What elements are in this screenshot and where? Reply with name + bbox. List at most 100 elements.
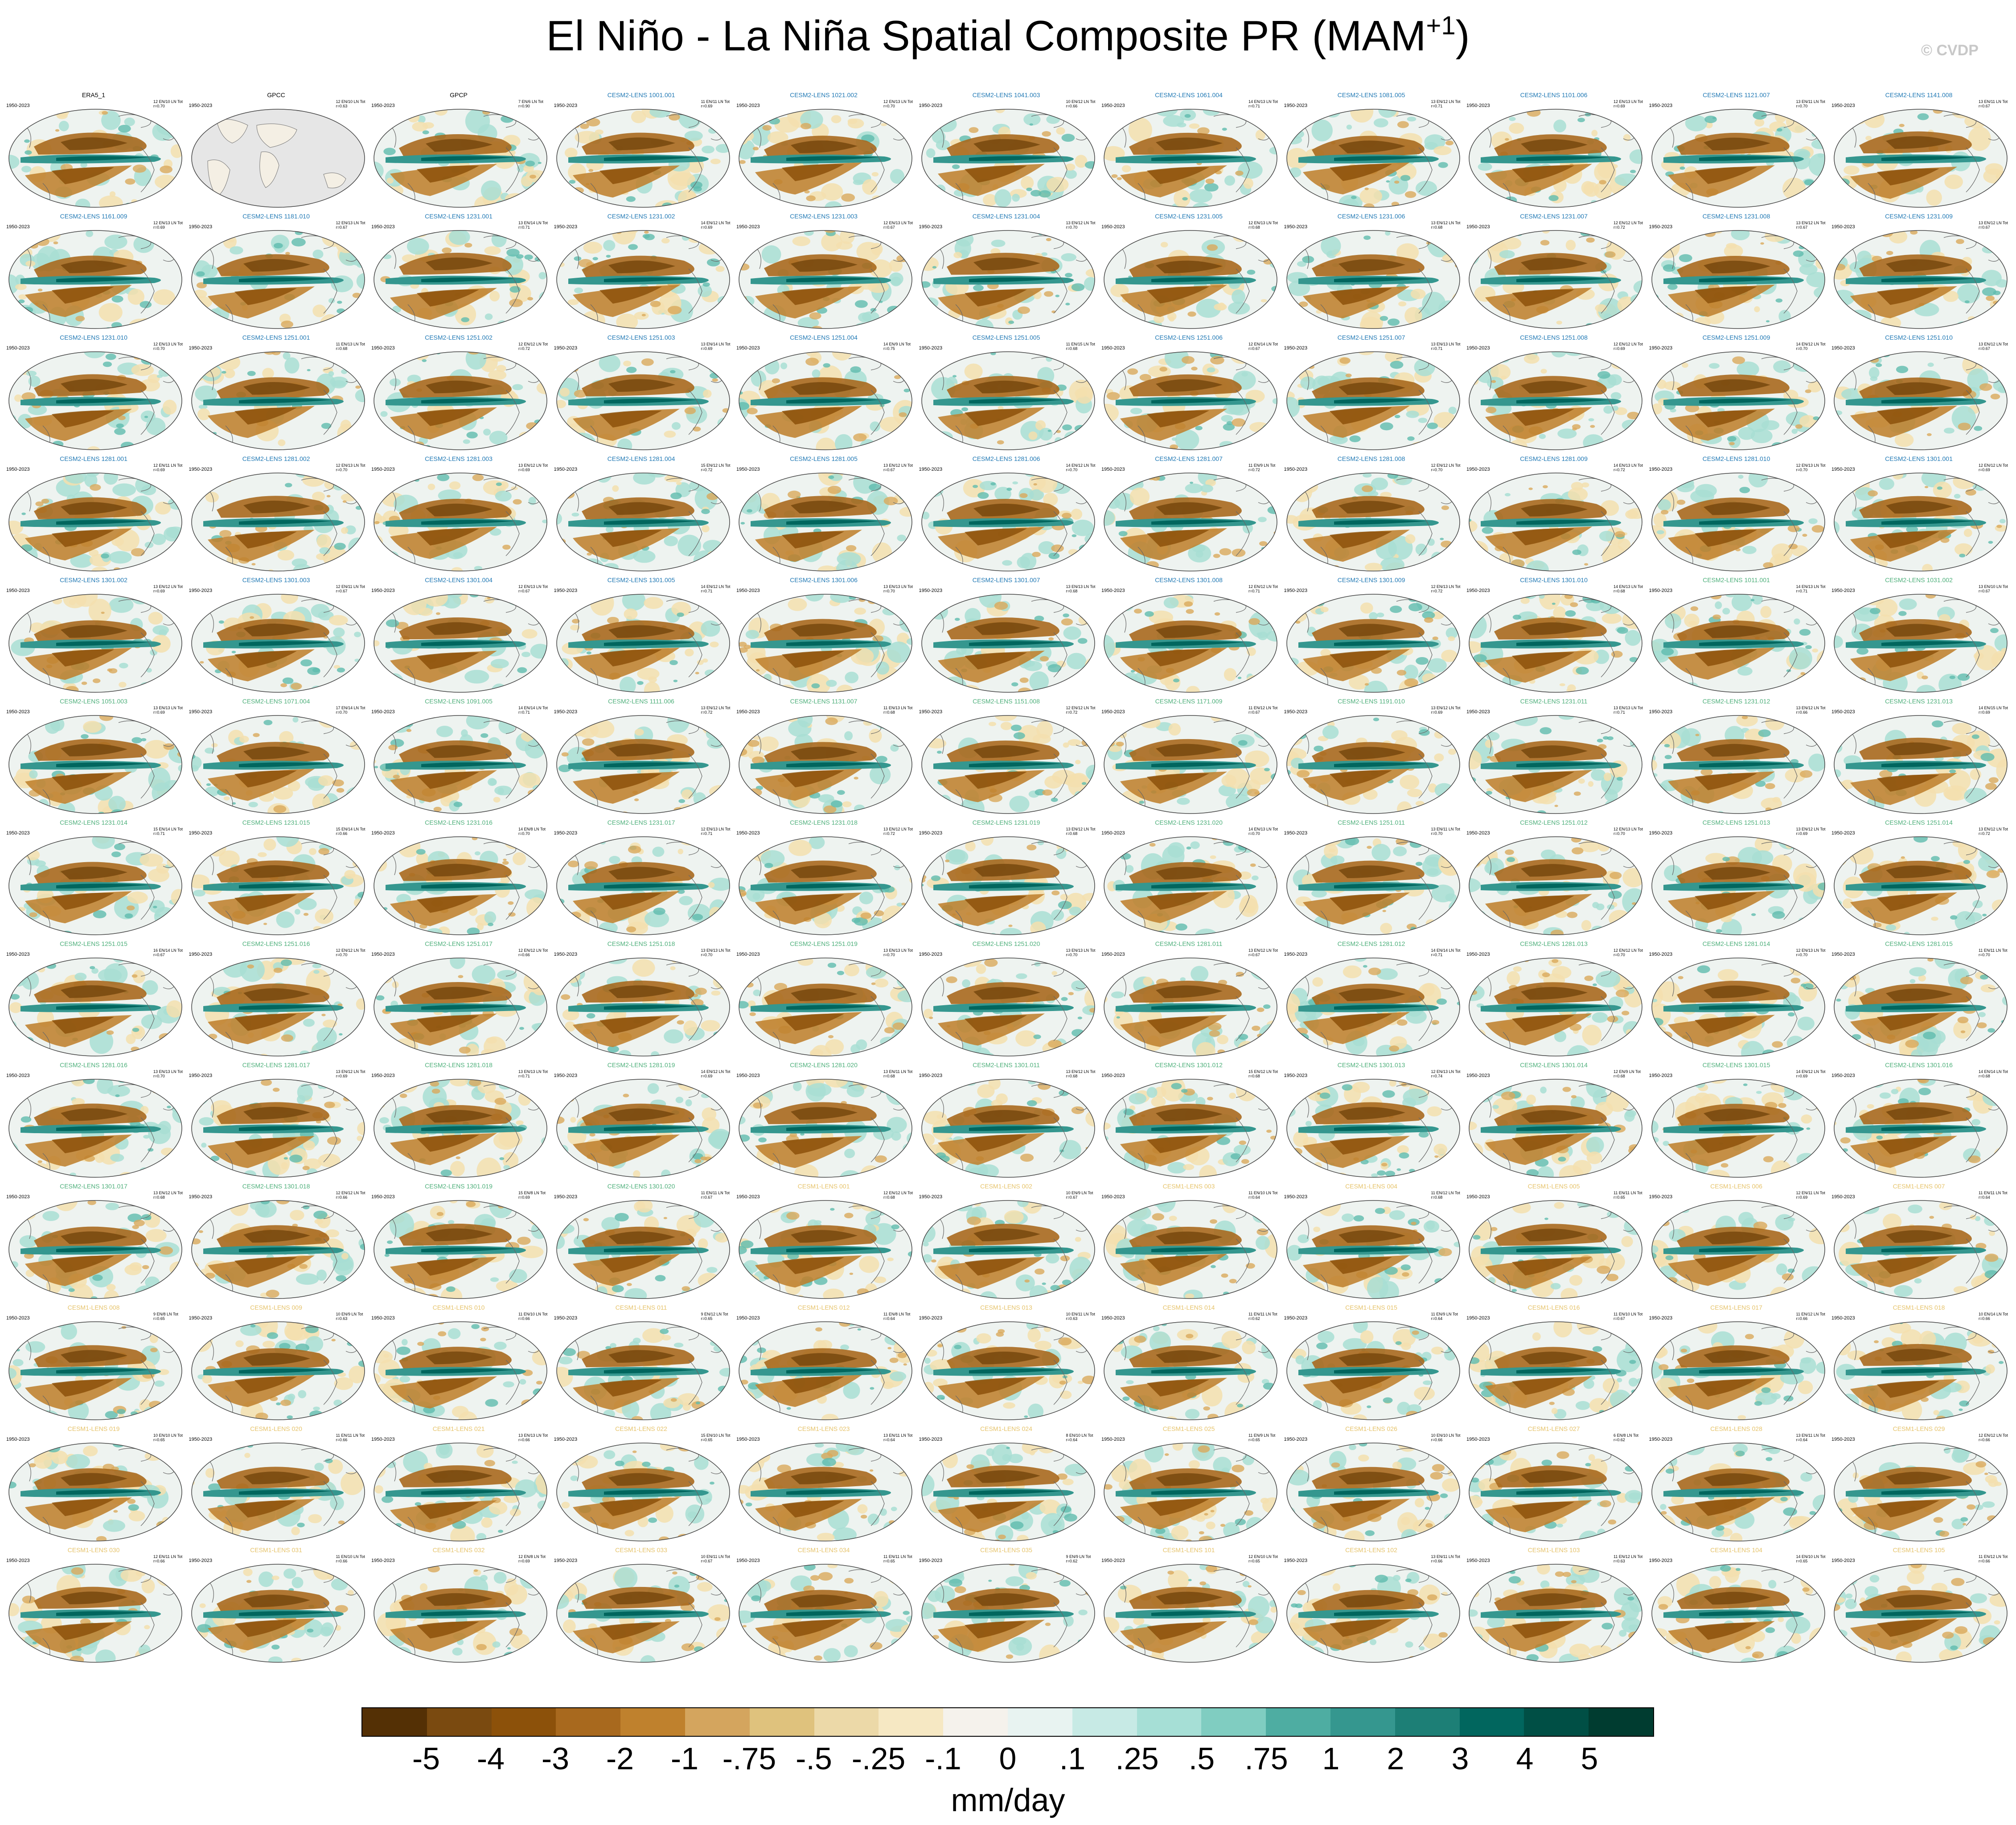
panel-correlation: r=0.67 [883, 225, 895, 230]
panel-title: CESM2-LENS 1301.006 [790, 576, 858, 584]
map-panel: CESM2-LENS 1281.020 1950-2023 13 EN/11 LN … [733, 1061, 915, 1182]
panel-count-text: 13 EN/12 LN Tot [1431, 221, 1461, 225]
panel-count-text: 13 EN/12 LN Tot [1066, 827, 1096, 831]
panel-title: CESM1-LENS 027 [1527, 1425, 1580, 1432]
map-panel: CESM1-LENS 003 1950-2023 11 EN/10 LN Tot r=… [1098, 1183, 1280, 1303]
panel-count-text: 13 EN/11 LN Tot [1431, 827, 1460, 831]
panel-event-count: 12 EN/12 LN Tot r=0.70 [336, 948, 365, 958]
panel-event-count: 13 EN/13 LN Tot r=0.66 [518, 1433, 548, 1443]
panel-title: CESM1-LENS 008 [67, 1304, 120, 1311]
map-panel: CESM1-LENS 029 1950-2023 12 EN/12 LN Tot r=… [1828, 1425, 2010, 1545]
panel-count-text: 12 EN/10 LN Tot [1248, 1554, 1278, 1559]
panel-year-range: 1950-2023 [189, 1558, 213, 1563]
panel-correlation: r=0.71 [153, 831, 165, 836]
anomaly-map [191, 1079, 365, 1178]
anomaly-map [1469, 473, 1642, 571]
panel-year-range: 1950-2023 [1101, 1073, 1125, 1078]
panel-year-range: 1950-2023 [919, 588, 943, 593]
map-panel: CESM2-LENS 1131.007 1950-2023 11 EN/13 LN … [733, 698, 915, 818]
panel-event-count: 16 EN/14 LN Tot r=0.67 [153, 948, 183, 958]
anomaly-map [1286, 351, 1460, 450]
panel-correlation: r=0.70 [883, 953, 895, 958]
panel-count-text: 13 EN/12 LN Tot [1796, 706, 1826, 710]
map-panel: CESM1-LENS 022 1950-2023 15 EN/10 LN Tot r=… [550, 1425, 732, 1545]
map-panel: CESM1-LENS 027 1950-2023 6 EN/8 LN Tot r=0.… [1463, 1425, 1645, 1545]
panel-count-text: 9 EN/8 LN Tot [153, 1312, 178, 1316]
panel-correlation: r=0.71 [701, 589, 713, 594]
map-panel: CESM2-LENS 1251.013 1950-2023 13 EN/12 LN … [1646, 819, 1827, 939]
panel-correlation: r=0.72 [701, 710, 713, 715]
anomaly-map [8, 836, 182, 935]
map-panel: CESM1-LENS 013 1950-2023 10 EN/11 LN Tot r=… [916, 1304, 1097, 1424]
panel-correlation: r=0.70 [1796, 953, 1808, 958]
anomaly-map [1651, 1564, 1825, 1663]
panel-event-count: 13 EN/13 LN Tot r=0.70 [701, 948, 731, 958]
panel-title: CESM2-LENS 1301.012 [1155, 1061, 1223, 1069]
anomaly-map [1286, 1321, 1460, 1420]
panel-year-range: 1950-2023 [1649, 1315, 1673, 1321]
panel-count-text: 13 EN/13 LN Tot [1614, 706, 1643, 710]
panel-year-range: 1950-2023 [6, 1194, 30, 1200]
anomaly-map [1286, 1079, 1460, 1178]
panel-year-range: 1950-2023 [919, 1437, 943, 1442]
panel-year-range: 1950-2023 [736, 1558, 760, 1563]
panel-title: CESM2-LENS 1091.005 [425, 698, 493, 705]
panel-event-count: 13 EN/12 LN Tot r=0.68 [1431, 221, 1461, 230]
panel-year-range: 1950-2023 [371, 345, 395, 351]
colorbar-units: mm/day [951, 1783, 1065, 1818]
panel-count-text: 13 EN/11 LN Tot [883, 1069, 913, 1074]
panel-correlation: r=0.69 [1614, 346, 1625, 351]
panel-count-text: 12 EN/12 LN Tot [336, 948, 365, 953]
panel-count-text: 13 EN/11 LN Tot [1796, 99, 1825, 104]
panel-correlation: r=0.69 [1979, 468, 1990, 473]
colorbar-swatch [362, 1708, 427, 1736]
map-panel: CESM2-LENS 1051.003 1950-2023 13 EN/13 LN … [3, 698, 185, 818]
panel-year-range: 1950-2023 [1101, 1558, 1125, 1563]
anomaly-map [739, 1079, 912, 1178]
panel-count-text: 10 EN/12 LN Tot [1066, 99, 1096, 104]
anomaly-map [921, 1564, 1095, 1663]
panel-title: CESM2-LENS 1231.001 [425, 213, 493, 220]
panel-year-range: 1950-2023 [1831, 1437, 1855, 1442]
panel-correlation: r=0.70 [1796, 346, 1808, 351]
panel-count-text: 13 EN/12 LN Tot [153, 584, 183, 589]
map-panel: CESM2-LENS 1301.007 1950-2023 13 EN/13 LN … [916, 576, 1097, 697]
map-panel: ERA5_1 1950-2023 12 EN/10 LN Tot r=0.70 [3, 91, 185, 212]
panel-title: CESM2-LENS 1251.016 [242, 940, 310, 947]
panel-correlation: r=0.70 [883, 589, 895, 594]
panel-correlation: r=0.71 [701, 831, 713, 836]
panel-count-text: 12 EN/12 LN Tot [1979, 463, 2008, 468]
panel-title: CESM2-LENS 1281.017 [242, 1061, 310, 1069]
map-panel: CESM2-LENS 1191.010 1950-2023 13 EN/12 LN … [1281, 698, 1462, 818]
anomaly-map [1834, 594, 2008, 693]
panel-count-text: 14 EN/13 LN Tot [1248, 827, 1278, 831]
panel-count-text: 14 EN/14 LN Tot [1979, 1069, 2008, 1074]
panel-event-count: 12 EN/12 LN Tot r=0.72 [518, 342, 548, 351]
panel-title: CESM1-LENS 034 [797, 1546, 850, 1554]
panel-correlation: r=0.66 [518, 953, 530, 958]
panel-event-count: 10 EN/11 LN Tot r=0.63 [1066, 1312, 1096, 1321]
map-panel: CESM2-LENS 1301.002 1950-2023 13 EN/12 LN … [3, 576, 185, 697]
panel-year-range: 1950-2023 [1466, 1437, 1490, 1442]
panel-correlation: r=0.71 [1248, 104, 1260, 109]
anomaly-map [1286, 109, 1460, 208]
panel-year-range: 1950-2023 [1284, 952, 1308, 957]
panel-title: CESM2-LENS 1231.013 [1885, 698, 1953, 705]
map-panel: CESM2-LENS 1251.015 1950-2023 16 EN/14 LN … [3, 940, 185, 1060]
panel-correlation: r=0.69 [518, 1559, 530, 1564]
panel-count-text: 16 EN/14 LN Tot [153, 948, 183, 953]
panel-correlation: r=0.65 [701, 1438, 713, 1443]
panel-title: CESM2-LENS 1301.013 [1337, 1061, 1405, 1069]
panel-year-range: 1950-2023 [6, 952, 30, 957]
anomaly-map [739, 1321, 912, 1420]
anomaly-map [556, 1321, 730, 1420]
panel-event-count: 14 EN/12 LN Tot r=0.69 [701, 1069, 731, 1079]
panel-correlation: r=0.69 [701, 225, 713, 230]
colorbar-tick-label: .75 [1244, 1741, 1288, 1776]
map-panel: CESM2-LENS 1301.003 1950-2023 12 EN/11 LN … [185, 576, 367, 697]
panel-count-text: 10 EN/11 LN Tot [701, 1554, 730, 1559]
panel-correlation: r=0.71 [1614, 710, 1625, 715]
panel-correlation: r=0.67 [1979, 225, 1990, 230]
panel-event-count: 12 EN/10 LN Tot r=0.65 [1248, 1554, 1278, 1564]
panel-count-text: 9 EN/12 LN Tot [701, 1312, 728, 1316]
